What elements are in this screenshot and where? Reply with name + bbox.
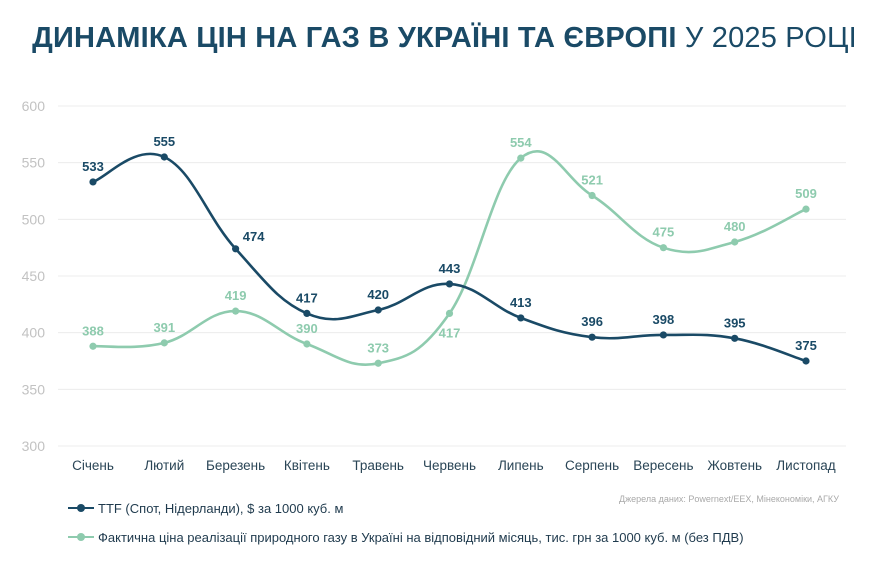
data-point-ukraine xyxy=(588,191,596,200)
series-line-ttf xyxy=(91,152,808,363)
y-tick-label: 550 xyxy=(22,155,46,171)
data-label-ukraine: 391 xyxy=(153,320,175,335)
chart-title-year: У 2025 РОЦІ xyxy=(684,22,857,54)
data-label-ukraine: 419 xyxy=(225,288,247,303)
data-point-ttf xyxy=(232,245,240,253)
data-point-ttf xyxy=(89,178,97,186)
y-tick-label: 350 xyxy=(22,381,46,397)
x-axis-ticks: Січень Лютий Березень Квітень Травень Червень… xyxy=(72,458,836,473)
x-tick-label: Січень xyxy=(72,458,114,473)
data-point-ttf xyxy=(445,280,454,288)
source-note: Джерела даних: Powernext/EEX, Мінекономі… xyxy=(619,494,839,504)
legend-item-ukraine: Фактична ціна реалізації природного газу… xyxy=(68,527,744,547)
data-point-ttf xyxy=(517,314,525,322)
legend-swatch-ukraine xyxy=(68,531,94,543)
data-point-ukraine xyxy=(445,309,454,317)
x-tick-label: Серпень xyxy=(565,458,619,473)
legend-item-ttf: TTF (Спот, Нідерланди), $ за 1000 куб. м xyxy=(68,498,343,518)
x-tick-label: Березень xyxy=(206,458,265,473)
y-tick-label: 300 xyxy=(22,438,46,454)
legend-label-ukraine: Фактична ціна реалізації природного газу… xyxy=(98,529,744,545)
data-point-ukraine xyxy=(232,307,240,315)
data-label-ukraine: 373 xyxy=(367,340,389,355)
data-label-ttf: 555 xyxy=(153,134,175,149)
x-tick-label: Лютий xyxy=(144,458,184,473)
data-label-ttf: 413 xyxy=(510,295,532,310)
x-tick-label: Липень xyxy=(498,458,544,473)
data-point-ttf xyxy=(588,333,596,341)
data-labels: 533 555 474 417 420 443 413 396 398 395 375 388 391 4… xyxy=(82,134,817,355)
chart-title-main: ДИНАМІКА ЦІН НА ГАЗ В УКРАЇНІ ТА ЄВРОПІ xyxy=(32,22,677,54)
legend-swatch-ttf xyxy=(68,502,94,514)
data-label-ukraine: 388 xyxy=(82,323,104,338)
data-label-ukraine: 554 xyxy=(510,135,532,150)
data-point-ttf xyxy=(731,334,739,342)
data-label-ttf: 398 xyxy=(653,312,675,327)
data-label-ukraine: 480 xyxy=(724,219,746,234)
data-label-ttf: 420 xyxy=(367,287,389,302)
data-label-ukraine: 509 xyxy=(795,186,817,201)
data-point-ukraine xyxy=(517,154,525,162)
data-point-ttf xyxy=(659,331,668,339)
data-point-ttf xyxy=(802,357,810,365)
data-label-ukraine: 417 xyxy=(439,325,461,340)
y-tick-label: 400 xyxy=(22,325,46,341)
data-label-ttf: 533 xyxy=(82,159,104,174)
data-point-ukraine xyxy=(731,238,739,246)
legend-label-ttf: TTF (Спот, Нідерланди), $ за 1000 куб. м xyxy=(98,500,344,516)
series-lines xyxy=(91,150,808,366)
data-label-ttf: 375 xyxy=(795,338,817,353)
data-point-ukraine xyxy=(303,340,311,348)
data-point-ukraine xyxy=(374,359,382,367)
y-axis-ticks: 300 350 400 450 500 550 600 xyxy=(22,98,46,454)
x-tick-label: Травень xyxy=(352,458,404,473)
data-point-ukraine xyxy=(89,342,97,350)
data-point-ttf xyxy=(374,306,382,314)
grid-lines xyxy=(58,105,846,447)
data-label-ttf: 417 xyxy=(296,290,318,305)
data-point-ukraine xyxy=(160,339,168,347)
x-tick-label: Жовтень xyxy=(707,458,762,473)
x-tick-label: Листопад xyxy=(776,458,836,473)
data-label-ttf: 396 xyxy=(581,314,603,329)
y-tick-label: 450 xyxy=(22,268,46,284)
data-point-ttf xyxy=(303,309,311,317)
x-tick-label: Вересень xyxy=(633,458,693,473)
data-label-ukraine: 390 xyxy=(296,321,318,336)
y-tick-label: 600 xyxy=(22,98,46,114)
y-tick-label: 500 xyxy=(22,211,46,227)
data-point-ttf xyxy=(160,153,168,161)
data-label-ttf: 443 xyxy=(439,261,461,276)
x-tick-label: Квітень xyxy=(284,458,330,473)
data-label-ttf: 474 xyxy=(243,229,265,244)
data-point-ukraine xyxy=(802,205,810,213)
chart-title: ДИНАМІКА ЦІН НА ГАЗ В УКРАЇНІ ТА ЄВРОПІ … xyxy=(0,22,889,55)
data-point-ukraine xyxy=(659,244,668,252)
x-tick-label: Червень xyxy=(423,458,476,473)
data-points xyxy=(89,153,810,367)
data-label-ukraine: 475 xyxy=(653,225,675,240)
data-label-ukraine: 521 xyxy=(581,173,603,188)
data-label-ttf: 395 xyxy=(724,315,746,330)
series-line-ukraine xyxy=(91,150,808,366)
